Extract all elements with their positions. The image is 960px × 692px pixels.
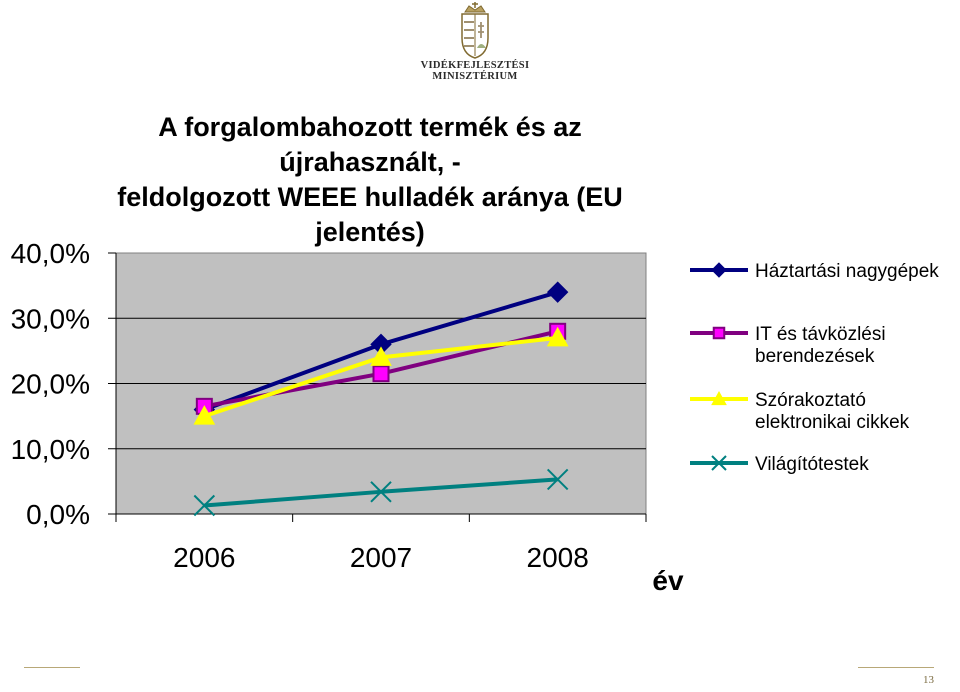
chart-title-line1: A forgalombahozott termék és az újrahasz… (158, 112, 582, 177)
legend-label: Háztartási nagygépek (755, 261, 939, 282)
data-point-series-1 (546, 281, 569, 303)
x-marker-stroke (370, 481, 392, 503)
legend-marker-1 (711, 262, 727, 278)
y-tick-label: 40,0% (11, 238, 90, 269)
coat-of-arms-icon (461, 2, 489, 59)
data-point-series-3 (546, 326, 569, 347)
x-marker-stroke (193, 494, 216, 517)
legend-marker-4 (711, 455, 727, 471)
chart-title: A forgalombahozott termék és az újrahasz… (110, 110, 630, 250)
x-tick-label: 2007 (350, 542, 412, 573)
chart-title-line2: feldolgozott WEEE hulladék aránya (EU je… (117, 182, 623, 247)
data-point-series-4 (370, 481, 392, 503)
data-point-series-4 (193, 494, 216, 517)
legend-label: berendezések (755, 346, 875, 367)
x-tick-label: 2006 (173, 542, 235, 573)
data-point-series-3 (193, 405, 216, 425)
y-tick-label: 20,0% (11, 369, 90, 400)
y-tick-label: 0,0% (26, 499, 90, 530)
y-tick-label: 10,0% (11, 434, 90, 465)
legend-marker-2 (712, 326, 726, 340)
footer-rule-right (858, 667, 934, 668)
x-marker-stroke (711, 455, 727, 471)
legend-label: Világítótestek (755, 454, 869, 475)
x-axis-label: év (652, 565, 684, 596)
y-tick-label: 30,0% (11, 303, 90, 334)
footer-rule-left (24, 667, 80, 668)
x-tick-label: 2008 (527, 542, 589, 573)
logo-text-line1: VIDÉKFEJLESZTÉSI (420, 60, 530, 71)
legend-marker-3 (711, 390, 727, 406)
ministry-logo: VIDÉKFEJLESZTÉSI MINISZTÉRIUM (420, 2, 530, 88)
legend-label: IT és távközlési (755, 324, 886, 345)
data-point-series-3 (370, 346, 392, 366)
page-number: 13 (923, 674, 934, 686)
x-marker-stroke (546, 468, 569, 491)
logo-text-line2: MINISZTÉRIUM (432, 71, 518, 82)
legend-label: elektronikai cikkek (755, 412, 910, 433)
legend-label: Szórakoztató (755, 390, 866, 411)
data-point-series-4 (546, 468, 569, 491)
data-point-series-2 (372, 365, 390, 383)
